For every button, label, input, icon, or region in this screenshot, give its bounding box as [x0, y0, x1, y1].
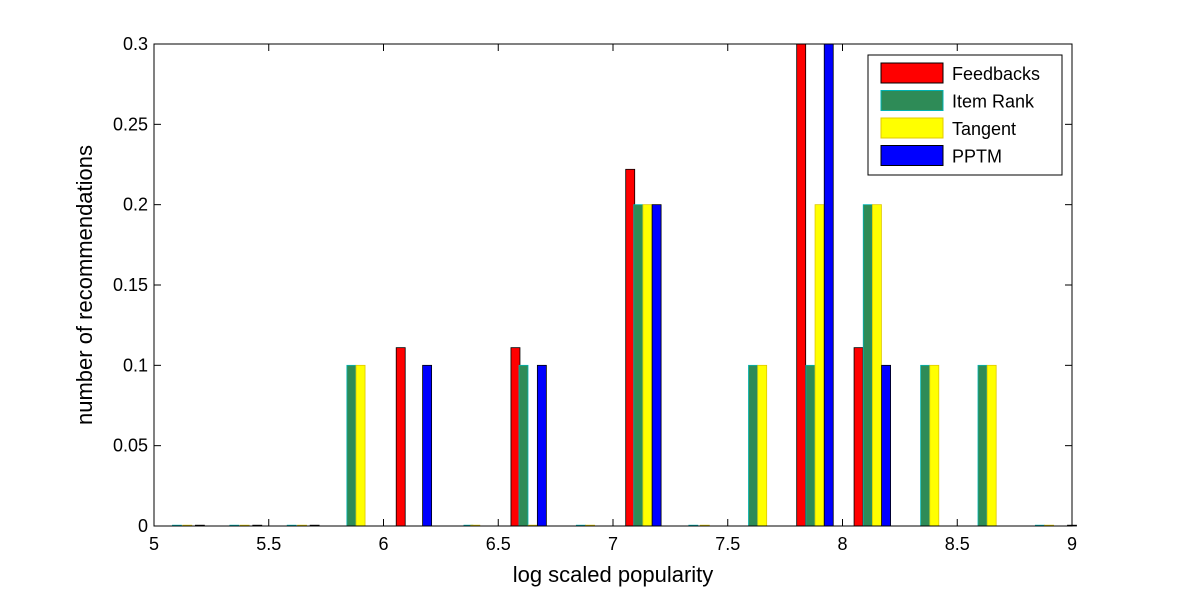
- legend-label: Item Rank: [952, 92, 1035, 112]
- y-tick-label: 0.2: [123, 195, 148, 215]
- legend-label: Tangent: [952, 119, 1016, 139]
- bar-feedbacks: [395, 347, 406, 527]
- bar-feedbacks: [796, 43, 807, 527]
- x-tick-label: 6.5: [486, 534, 511, 554]
- x-tick-label: 6: [378, 534, 388, 554]
- x-axis: 5 5.5 6 6.5 7 7.5 8 8.5 9: [149, 44, 1077, 554]
- y-axis-label: number of recommendations: [72, 145, 97, 425]
- legend-label: Feedbacks: [952, 64, 1040, 84]
- x-tick-label: 9: [1067, 534, 1077, 554]
- y-axis: 0 0.05 0.1 0.15 0.2 0.25 0.3: [113, 34, 1072, 536]
- bar-tangent: [814, 204, 825, 527]
- x-tick-label: 5: [149, 534, 159, 554]
- legend-swatch-tangent: [880, 117, 944, 139]
- x-tick-label: 8: [837, 534, 847, 554]
- y-tick-label: 0.1: [123, 355, 148, 375]
- bar-tangent: [872, 204, 882, 527]
- x-tick-label: 8.5: [945, 534, 970, 554]
- bar-item-rank: [748, 364, 758, 527]
- y-tick-label: 0.15: [113, 275, 148, 295]
- bar-tangent: [642, 204, 653, 527]
- bar-item-rank: [518, 364, 529, 527]
- bar-tangent: [355, 364, 366, 527]
- bar-item-rank: [633, 204, 644, 527]
- x-tick-label: 7.5: [715, 534, 740, 554]
- legend-swatch-feedbacks: [880, 62, 944, 84]
- x-tick-label: 5.5: [256, 534, 281, 554]
- x-tick-label: 7: [608, 534, 618, 554]
- y-tick-label: 0: [138, 516, 148, 536]
- bar-tangent: [757, 364, 768, 527]
- bar-item-rank: [920, 364, 931, 527]
- bar-pptm: [823, 43, 834, 527]
- y-tick-label: 0.25: [113, 114, 148, 134]
- bar-pptm: [881, 364, 891, 527]
- bar-item-rank: [862, 204, 873, 527]
- bar-item-rank: [977, 364, 988, 527]
- y-tick-label: 0.05: [113, 436, 148, 456]
- legend-label: PPTM: [952, 147, 1002, 167]
- x-axis-label: log scaled popularity: [513, 562, 714, 587]
- bar-feedbacks: [853, 347, 864, 527]
- bar-pptm: [422, 364, 433, 527]
- legend: Feedbacks Item Rank Tangent PPTM: [867, 54, 1063, 176]
- bar-pptm: [536, 364, 547, 527]
- legend-swatch-pptm: [880, 145, 944, 166]
- bar-pptm: [651, 204, 662, 527]
- bar-tangent: [986, 364, 997, 527]
- y-tick-label: 0.3: [123, 34, 148, 54]
- bar-tangent: [929, 364, 940, 527]
- bar-item-rank: [805, 364, 816, 527]
- bar-item-rank: [346, 364, 357, 527]
- legend-swatch-item-rank: [880, 90, 944, 111]
